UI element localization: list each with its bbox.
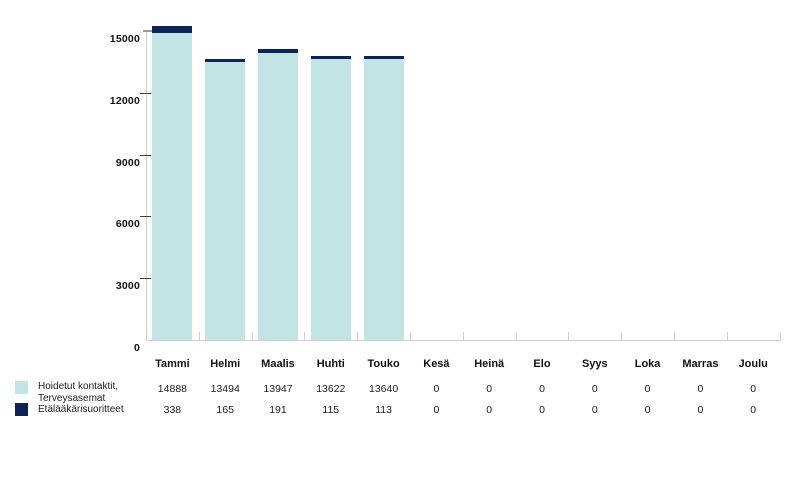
legend-label-line: Hoidetut kontaktit, (38, 381, 119, 392)
category-boundary-tick (515, 332, 517, 340)
table-cell-remote: 0 (486, 404, 493, 416)
table-cell-remote: 0 (539, 404, 545, 416)
category-boundary-tick (621, 332, 623, 340)
legend-label-remote: Etälääkärisuoritteet (38, 404, 168, 416)
x-axis-line (146, 340, 781, 341)
table-cell-remote: 0 (591, 404, 598, 416)
table-cell-remote: 115 (322, 404, 340, 416)
table-cell-remote: 165 (216, 404, 234, 416)
table-cell-contacts: 13622 (316, 383, 346, 395)
month-header: Loka (634, 358, 661, 370)
category-boundary-tick (251, 332, 253, 340)
month-header: Syys (581, 358, 608, 370)
y-axis-label: 6000 (115, 218, 140, 231)
y-axis-line (146, 31, 147, 340)
category-boundary-tick (726, 332, 728, 340)
table-cell-remote: 113 (375, 404, 392, 416)
month-header: Elo (533, 358, 551, 370)
month-header: Heinä (474, 358, 505, 370)
month-header: Kesä (423, 358, 450, 370)
table-cell-contacts: 0 (697, 383, 704, 395)
bar-segment-remote[interactable] (363, 55, 404, 60)
y-axis-label: 15000 (109, 33, 140, 45)
y-axis-label: 9000 (115, 156, 140, 169)
table-cell-contacts: 0 (486, 383, 493, 395)
bar-segment-remote[interactable] (258, 48, 298, 53)
table-cell-remote: 0 (644, 404, 651, 416)
table-cell-remote: 0 (697, 404, 704, 416)
category-boundary-tick (568, 332, 570, 340)
category-boundary-tick (198, 332, 200, 340)
table-cell-contacts: 0 (644, 383, 651, 395)
legend-swatch-remote (15, 403, 28, 416)
month-header: Tammi (155, 358, 190, 370)
legend-label-line: Terveysasemat (38, 392, 106, 404)
table-cell-contacts: 0 (539, 383, 545, 395)
table-cell-remote: 0 (750, 404, 757, 416)
legend-swatch-contacts (15, 381, 28, 394)
table-cell-contacts: 13494 (210, 383, 240, 395)
bar-segment-contacts[interactable] (258, 52, 298, 340)
month-header: Helmi (210, 358, 241, 370)
bar-segment-remote[interactable] (152, 26, 193, 34)
category-boundary-tick (462, 332, 464, 340)
category-boundary-tick (357, 332, 359, 340)
table-cell-contacts: 0 (591, 383, 598, 395)
category-boundary-tick (674, 332, 675, 340)
category-boundary-tick (304, 332, 306, 340)
table-cell-contacts: 13640 (368, 383, 399, 395)
bar-segment-contacts[interactable] (205, 62, 246, 340)
table-cell-contacts: 14888 (157, 383, 187, 395)
month-header: Touko (367, 358, 400, 370)
y-axis-label: 0 (133, 342, 140, 354)
month-header: Maalis (261, 358, 295, 370)
month-header: Joulu (738, 358, 768, 370)
bar-segment-remote[interactable] (205, 58, 246, 63)
y-axis-label: 12000 (109, 94, 140, 107)
legend-label-contacts: Hoidetut kontaktit, Terveysasemat (38, 381, 148, 404)
legend-label-line: Etälääkärisuoritteet (38, 404, 124, 415)
table-cell-contacts: 0 (433, 383, 440, 395)
y-axis-tick (140, 154, 151, 156)
bar-segment-remote[interactable] (310, 55, 351, 60)
table-cell-contacts: 13947 (263, 383, 293, 395)
bar-segment-contacts[interactable] (310, 59, 351, 340)
table-cell-remote: 191 (269, 404, 287, 416)
month-header: Marras (682, 358, 719, 370)
category-boundary-tick (410, 332, 411, 340)
bar-segment-contacts[interactable] (363, 59, 404, 340)
category-boundary-tick (779, 332, 781, 340)
y-axis-tick (140, 92, 151, 94)
y-axis-label: 3000 (115, 280, 140, 293)
y-axis-tick (140, 216, 151, 218)
bar-segment-contacts[interactable] (152, 33, 193, 340)
y-axis-tick (140, 278, 151, 280)
month-header: Huhti (316, 358, 345, 370)
table-cell-remote: 0 (433, 404, 440, 416)
table-cell-remote: 338 (163, 404, 182, 416)
table-cell-contacts: 0 (750, 383, 757, 395)
